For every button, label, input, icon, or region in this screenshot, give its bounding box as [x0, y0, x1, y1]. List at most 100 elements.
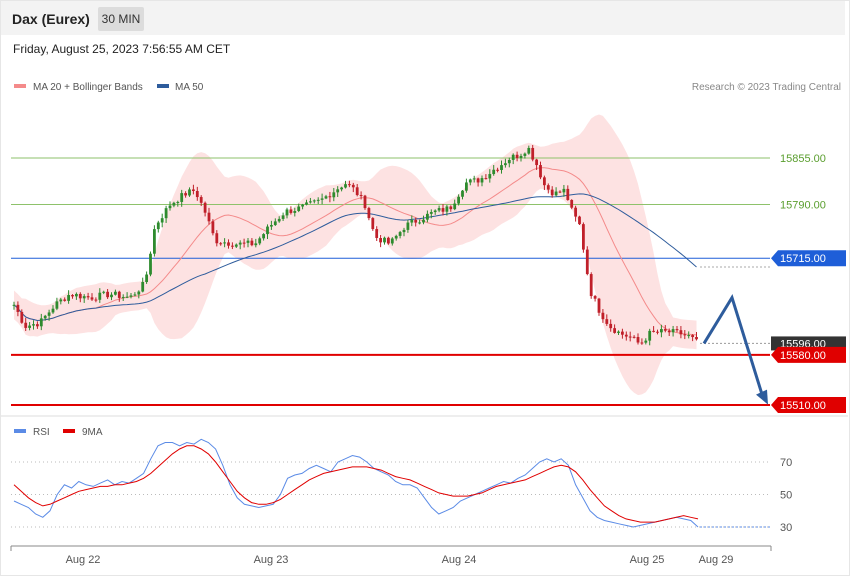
- candle-body: [207, 212, 211, 222]
- timeframe-button[interactable]: 30 MIN: [98, 7, 144, 31]
- candle-body: [47, 312, 51, 316]
- candle-body: [660, 329, 663, 333]
- candle-body: [539, 165, 542, 178]
- candle-body: [75, 293, 78, 297]
- candle-body: [277, 218, 281, 222]
- candle-body: [570, 199, 574, 208]
- candle-body: [348, 184, 351, 186]
- candle-body: [624, 334, 628, 337]
- level-tag-5: [771, 397, 846, 413]
- candle-body: [328, 196, 332, 198]
- candle-body: [484, 178, 488, 180]
- candle-body: [63, 299, 67, 301]
- x-tick-label: Aug 24: [442, 554, 477, 566]
- candle-body: [344, 184, 347, 188]
- candle-body: [578, 216, 581, 225]
- candle-body: [242, 242, 246, 244]
- candle-body: [78, 293, 82, 299]
- candle-body: [691, 335, 694, 338]
- candle-body: [402, 229, 406, 233]
- candle-body: [114, 291, 117, 295]
- candle-body: [504, 163, 507, 166]
- candle-body: [238, 242, 242, 245]
- level-tag-text-4: 15580.00: [780, 350, 826, 362]
- candle-body: [106, 291, 109, 298]
- candle-body: [192, 189, 195, 191]
- candle-body: [644, 340, 648, 343]
- candle-body: [472, 178, 476, 180]
- candle-body: [507, 159, 511, 164]
- level-lines: [11, 157, 770, 406]
- candle-body: [363, 195, 367, 209]
- candle-body: [628, 336, 632, 338]
- candle-body: [562, 188, 566, 193]
- candle-body: [301, 204, 304, 207]
- candle-body: [355, 187, 359, 196]
- candle-body: [593, 296, 597, 299]
- candle-body: [156, 222, 160, 230]
- candle-body: [176, 201, 180, 203]
- projection-arrowhead: [756, 389, 768, 405]
- candle-body: [387, 237, 390, 244]
- rsi-lines: [13, 438, 770, 528]
- rsi-tick-50: 50: [780, 490, 792, 502]
- candle-body: [589, 274, 593, 297]
- candle-body: [195, 190, 199, 198]
- candle-body: [531, 147, 535, 160]
- candle-body: [250, 240, 254, 246]
- candle-body: [418, 222, 421, 224]
- candle-body: [527, 147, 531, 154]
- candle-body: [550, 189, 554, 196]
- candle-body: [437, 208, 441, 211]
- rsi-legend: RSI 9MA: [14, 427, 103, 438]
- projection-arrow: [702, 293, 768, 405]
- level-tag-4: [771, 346, 846, 363]
- candle-body: [422, 219, 425, 223]
- rsi-legend-label: RSI: [33, 427, 50, 438]
- candle-body: [297, 206, 301, 212]
- candle-body: [640, 342, 644, 344]
- candle-body: [16, 304, 20, 312]
- candle-body: [488, 174, 492, 179]
- candle-body: [133, 294, 137, 296]
- candles: [12, 145, 698, 346]
- candle-body: [414, 219, 418, 223]
- candle-body: [679, 330, 683, 335]
- candle-body: [433, 210, 437, 213]
- candle-body: [43, 315, 47, 319]
- candle-body: [367, 208, 371, 219]
- candle-body: [351, 184, 355, 188]
- rsi-gridlines: 70 50 30: [11, 457, 792, 534]
- header-bar: Dax (Eurex) 30 MIN: [1, 1, 845, 35]
- level-tag-2: [771, 250, 846, 267]
- candle-body: [621, 331, 624, 335]
- candle-body: [656, 331, 659, 333]
- candle-body: [379, 237, 382, 243]
- candle-body: [98, 292, 102, 300]
- candle-body: [383, 237, 386, 243]
- candle-body: [172, 202, 176, 206]
- candle-body: [453, 203, 457, 210]
- candle-body: [465, 182, 468, 191]
- candle-body: [675, 329, 679, 331]
- candle-body: [476, 178, 480, 183]
- candle-body: [582, 224, 585, 250]
- rsi-series-9ma: [13, 445, 699, 523]
- candle-body: [652, 330, 655, 332]
- candle-body: [227, 242, 230, 246]
- candle-body: [410, 219, 414, 223]
- candle-body: [110, 294, 113, 298]
- rsi-tick-70: 70: [780, 457, 792, 469]
- candle-body: [36, 324, 39, 327]
- candle-body: [188, 189, 191, 196]
- rsi-legend-swatch: [14, 429, 26, 433]
- candle-body: [129, 295, 133, 297]
- candle-body: [523, 153, 527, 156]
- candle-body: [336, 189, 340, 193]
- candle-body: [449, 206, 453, 210]
- candle-body: [429, 212, 433, 214]
- candle-body: [332, 192, 336, 198]
- level-tags: 15855.0015790.0015715.0015596.0015580.00…: [771, 153, 846, 413]
- candle-body: [359, 195, 363, 197]
- candle-body: [426, 213, 429, 220]
